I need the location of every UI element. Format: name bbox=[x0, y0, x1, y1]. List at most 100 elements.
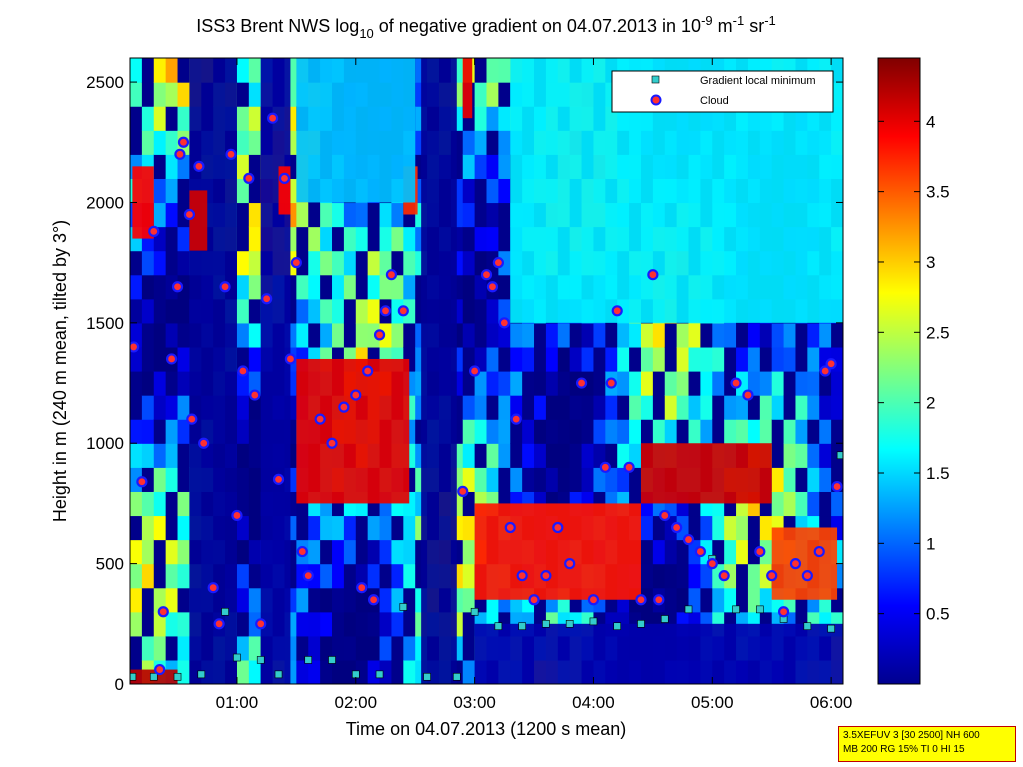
heatmap-cell bbox=[165, 563, 179, 589]
heatmap-cell bbox=[462, 322, 476, 348]
cloud-marker bbox=[272, 473, 285, 485]
heatmap-cell bbox=[177, 587, 191, 613]
colorbar-tick-label: 3.5 bbox=[926, 183, 950, 202]
heatmap-cell bbox=[141, 587, 155, 613]
cloud-marker bbox=[219, 281, 231, 293]
cloud-marker bbox=[154, 663, 166, 676]
heatmap-cell bbox=[141, 130, 155, 155]
heatmap-cell bbox=[736, 515, 749, 541]
heatmap-cell bbox=[759, 395, 773, 420]
heatmap-cell bbox=[569, 467, 583, 492]
heatmap-cell bbox=[545, 371, 559, 396]
cloud-marker bbox=[290, 257, 302, 269]
heatmap-cell bbox=[296, 635, 309, 661]
heatmap-cell bbox=[153, 82, 167, 107]
heatmap-cell bbox=[534, 322, 547, 348]
cloud-marker bbox=[789, 558, 802, 570]
heatmap-cell bbox=[153, 250, 167, 276]
heatmap-cell bbox=[177, 202, 191, 228]
gradient-min-marker bbox=[197, 670, 206, 679]
heatmap-cell bbox=[771, 346, 785, 372]
heatmap-cell bbox=[296, 250, 309, 276]
heatmap-cell bbox=[332, 226, 345, 252]
heatmap-cell bbox=[462, 178, 476, 204]
heatmap-cell bbox=[759, 419, 773, 444]
heatmap-cell bbox=[759, 322, 773, 348]
heatmap-cell bbox=[747, 371, 761, 396]
y-tick-label: 2500 bbox=[86, 73, 124, 92]
heatmap-cell bbox=[177, 611, 191, 637]
heatmap-cell bbox=[652, 419, 666, 444]
heatmap-cell bbox=[474, 467, 488, 492]
heatmap-cell bbox=[296, 563, 309, 589]
heatmap-cell bbox=[783, 419, 797, 444]
heatmap-cell bbox=[474, 322, 488, 348]
heatmap-cell bbox=[391, 274, 404, 300]
heatmap-cell bbox=[343, 226, 357, 252]
gradient-min-marker bbox=[423, 672, 431, 681]
heatmap-cell bbox=[795, 467, 808, 492]
cloud-marker bbox=[326, 437, 338, 449]
heatmap-cell bbox=[355, 274, 369, 300]
heatmap-cell bbox=[593, 346, 606, 372]
heatmap-cell bbox=[248, 419, 262, 444]
gradient-min-marker bbox=[613, 622, 622, 631]
heatmap-cell bbox=[332, 515, 345, 541]
legend: Gradient local minimum Cloud bbox=[611, 70, 834, 113]
heatmap-cell bbox=[320, 298, 333, 324]
heatmap-cell bbox=[343, 539, 357, 565]
heatmap-cell bbox=[783, 371, 797, 396]
heatmap-cell bbox=[510, 443, 523, 468]
y-tick-label: 1500 bbox=[86, 314, 124, 333]
legend-label-cloud: Cloud bbox=[700, 95, 729, 107]
heatmap-cell bbox=[343, 635, 357, 661]
heatmap-cell bbox=[177, 491, 191, 517]
heatmap-cell bbox=[498, 106, 511, 131]
heatmap-cell bbox=[130, 346, 143, 372]
cloud-marker bbox=[635, 594, 647, 606]
heatmap-cell bbox=[474, 371, 488, 396]
heatmap-cell bbox=[296, 659, 309, 684]
cloud-markers bbox=[130, 112, 843, 676]
heatmap-cell bbox=[759, 539, 773, 565]
cloud-marker bbox=[504, 521, 516, 534]
cloud-marker bbox=[130, 341, 140, 353]
gradient-min-marker bbox=[149, 672, 158, 681]
heatmap-cell bbox=[498, 419, 511, 444]
heatmap-cell bbox=[236, 443, 250, 468]
heatmap-cell bbox=[534, 467, 547, 492]
heatmap-cell bbox=[379, 202, 393, 228]
heatmap-cell bbox=[664, 346, 678, 372]
cloud-marker bbox=[469, 365, 481, 377]
heatmap-cell bbox=[248, 539, 262, 565]
cloud-marker bbox=[486, 281, 499, 293]
heatmap-cell bbox=[700, 563, 713, 589]
heatmap-cell bbox=[640, 346, 654, 372]
heatmap-cell bbox=[296, 515, 309, 541]
heatmap-cell bbox=[557, 346, 571, 372]
chart-title: ISS3 Brent NWS log10 of negative gradien… bbox=[196, 13, 776, 41]
gradient-min-markers bbox=[130, 451, 843, 681]
heatmap-cell bbox=[510, 395, 523, 420]
heatmap-cell bbox=[474, 395, 488, 420]
heatmap-cell bbox=[486, 106, 499, 131]
heatmap-cell bbox=[557, 419, 571, 444]
heatmap-cell bbox=[724, 419, 737, 444]
heatmap-cell bbox=[130, 298, 143, 324]
heatmap-cell bbox=[676, 395, 690, 420]
gradient-min-marker bbox=[173, 672, 182, 681]
gradient-min-marker bbox=[452, 672, 461, 681]
heatmap-cell bbox=[629, 467, 642, 492]
heatmap-cell bbox=[130, 563, 143, 589]
heatmap-cell bbox=[248, 563, 262, 589]
heatmap-cell bbox=[819, 419, 832, 444]
heatmap-cell bbox=[747, 515, 761, 541]
heatmap-cell bbox=[534, 443, 547, 468]
heatmap-cell bbox=[819, 322, 832, 348]
heatmap-cell bbox=[296, 202, 309, 228]
heatmap-cell bbox=[332, 539, 345, 565]
heatmap-cell bbox=[700, 371, 713, 396]
heatmap-cell bbox=[153, 154, 167, 179]
heatmap-feature bbox=[278, 166, 291, 215]
cloud-marker bbox=[587, 594, 600, 606]
